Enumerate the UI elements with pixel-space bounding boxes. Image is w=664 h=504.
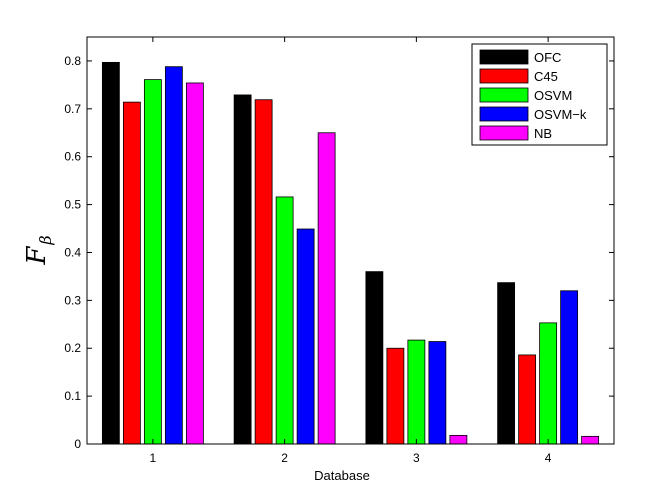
bar-c45-db-3 bbox=[386, 347, 405, 445]
bar-osvm-k-db-3 bbox=[428, 341, 447, 445]
legend-swatch bbox=[479, 106, 529, 122]
x-tick-label: 2 bbox=[281, 451, 288, 465]
legend-label: NB bbox=[534, 126, 552, 141]
bar-ofc-db-3 bbox=[365, 271, 384, 445]
bar-nb-db-3 bbox=[449, 434, 468, 445]
legend-label: C45 bbox=[534, 69, 558, 84]
bar-osvm-db-3 bbox=[407, 339, 426, 445]
bar-osvm-db-2 bbox=[275, 196, 294, 445]
x-axis: 1 2 3 4 bbox=[150, 37, 552, 465]
y-tick-label: 0.3 bbox=[64, 293, 81, 307]
x-tick-label: 1 bbox=[150, 451, 157, 465]
bars-group bbox=[101, 61, 600, 445]
legend-swatch bbox=[479, 125, 529, 141]
bar-ofc-db-2 bbox=[233, 94, 252, 445]
plot-frame bbox=[86, 36, 615, 445]
bar-c45-db-2 bbox=[254, 99, 273, 445]
bar-c45-db-1 bbox=[122, 101, 141, 445]
y-tick-label: 0.5 bbox=[64, 198, 81, 212]
legend-label: OSVM−k bbox=[534, 107, 587, 122]
bar-nb-db-2 bbox=[317, 132, 336, 445]
y-axis-label: Fβ bbox=[22, 235, 55, 265]
bar-osvm-db-1 bbox=[143, 79, 162, 445]
bar-nb-db-4 bbox=[581, 435, 600, 445]
y-tick-label: 0.6 bbox=[64, 150, 81, 164]
legend-label: OFC bbox=[534, 50, 561, 65]
bar-ofc-db-1 bbox=[101, 61, 120, 445]
x-tick-label: 3 bbox=[413, 451, 420, 465]
legend-swatch bbox=[479, 87, 529, 103]
legend: OFC C45 OSVM OSVM−k NB bbox=[471, 43, 608, 146]
bar-osvm-k-db-1 bbox=[164, 66, 183, 445]
bar-nb-db-1 bbox=[185, 82, 204, 445]
x-axis-label: Database bbox=[314, 468, 370, 483]
legend-swatch bbox=[479, 49, 529, 65]
y-tick-label: 0.4 bbox=[64, 245, 81, 259]
legend-label: OSVM bbox=[534, 88, 572, 103]
x-tick-label: 4 bbox=[545, 451, 552, 465]
y-tick-label: 0.8 bbox=[64, 54, 81, 68]
y-tick-label: 0.2 bbox=[64, 341, 81, 355]
bar-osvm-db-4 bbox=[539, 322, 558, 445]
y-tick-label: 0.1 bbox=[64, 389, 81, 403]
bar-osvm-k-db-4 bbox=[560, 290, 579, 445]
y-tick-label: 0.7 bbox=[64, 102, 81, 116]
y-axis: 0 0.1 0.2 0.3 0.4 0.5 0.6 0.7 0.8 bbox=[64, 54, 614, 451]
legend-swatch bbox=[479, 68, 529, 84]
bar-c45-db-4 bbox=[518, 354, 537, 445]
bar-osvm-k-db-2 bbox=[296, 228, 315, 445]
bar-ofc-db-4 bbox=[497, 282, 516, 445]
y-tick-label: 0 bbox=[74, 437, 81, 451]
